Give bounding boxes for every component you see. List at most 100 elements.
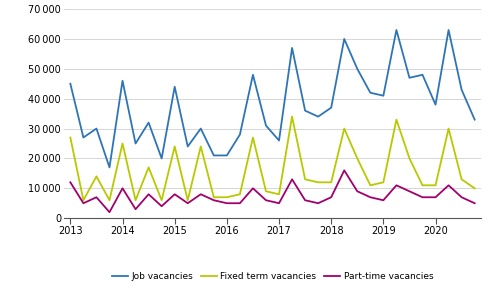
- Line: Fixed term vacancies: Fixed term vacancies: [70, 117, 475, 200]
- Fixed term vacancies: [276, 192, 282, 196]
- Job vacancies: [185, 145, 191, 148]
- Job vacancies: [433, 103, 438, 106]
- Part-time vacancies: [146, 192, 152, 196]
- Fixed term vacancies: [407, 157, 412, 160]
- Fixed term vacancies: [93, 175, 99, 178]
- Fixed term vacancies: [237, 192, 243, 196]
- Fixed term vacancies: [146, 165, 152, 169]
- Job vacancies: [328, 106, 334, 109]
- Part-time vacancies: [237, 201, 243, 205]
- Line: Part-time vacancies: Part-time vacancies: [70, 170, 475, 212]
- Job vacancies: [172, 85, 178, 88]
- Part-time vacancies: [276, 201, 282, 205]
- Fixed term vacancies: [367, 184, 373, 187]
- Job vacancies: [93, 127, 99, 130]
- Part-time vacancies: [407, 189, 412, 193]
- Part-time vacancies: [250, 186, 256, 190]
- Job vacancies: [198, 127, 204, 130]
- Fixed term vacancies: [459, 178, 464, 181]
- Fixed term vacancies: [81, 198, 86, 202]
- Fixed term vacancies: [185, 198, 191, 202]
- Fixed term vacancies: [289, 115, 295, 118]
- Part-time vacancies: [472, 201, 478, 205]
- Part-time vacancies: [107, 210, 112, 214]
- Part-time vacancies: [93, 195, 99, 199]
- Job vacancies: [393, 28, 399, 32]
- Fixed term vacancies: [315, 181, 321, 184]
- Job vacancies: [146, 121, 152, 125]
- Fixed term vacancies: [211, 195, 217, 199]
- Part-time vacancies: [224, 201, 230, 205]
- Job vacancies: [472, 118, 478, 122]
- Fixed term vacancies: [472, 186, 478, 190]
- Part-time vacancies: [381, 198, 386, 202]
- Part-time vacancies: [367, 195, 373, 199]
- Part-time vacancies: [263, 198, 269, 202]
- Fixed term vacancies: [302, 178, 308, 181]
- Part-time vacancies: [185, 201, 191, 205]
- Job vacancies: [302, 109, 308, 112]
- Job vacancies: [419, 73, 425, 77]
- Part-time vacancies: [315, 201, 321, 205]
- Fixed term vacancies: [263, 189, 269, 193]
- Part-time vacancies: [159, 205, 164, 208]
- Job vacancies: [407, 76, 412, 80]
- Part-time vacancies: [172, 192, 178, 196]
- Fixed term vacancies: [355, 157, 360, 160]
- Part-time vacancies: [341, 168, 347, 172]
- Part-time vacancies: [433, 195, 438, 199]
- Fixed term vacancies: [120, 142, 126, 145]
- Job vacancies: [224, 154, 230, 157]
- Job vacancies: [355, 67, 360, 71]
- Fixed term vacancies: [133, 198, 138, 202]
- Part-time vacancies: [393, 184, 399, 187]
- Fixed term vacancies: [446, 127, 452, 130]
- Part-time vacancies: [302, 198, 308, 202]
- Job vacancies: [211, 154, 217, 157]
- Part-time vacancies: [419, 195, 425, 199]
- Job vacancies: [237, 133, 243, 136]
- Fixed term vacancies: [172, 145, 178, 148]
- Job vacancies: [341, 37, 347, 41]
- Job vacancies: [67, 82, 73, 85]
- Job vacancies: [250, 73, 256, 77]
- Fixed term vacancies: [419, 184, 425, 187]
- Part-time vacancies: [446, 184, 452, 187]
- Job vacancies: [446, 28, 452, 32]
- Fixed term vacancies: [381, 181, 386, 184]
- Job vacancies: [263, 124, 269, 127]
- Part-time vacancies: [67, 181, 73, 184]
- Job vacancies: [459, 88, 464, 92]
- Part-time vacancies: [289, 178, 295, 181]
- Part-time vacancies: [355, 189, 360, 193]
- Part-time vacancies: [133, 207, 138, 211]
- Part-time vacancies: [120, 186, 126, 190]
- Job vacancies: [120, 79, 126, 83]
- Job vacancies: [367, 91, 373, 95]
- Fixed term vacancies: [393, 118, 399, 122]
- Part-time vacancies: [81, 201, 86, 205]
- Fixed term vacancies: [107, 198, 112, 202]
- Job vacancies: [381, 94, 386, 98]
- Part-time vacancies: [211, 198, 217, 202]
- Fixed term vacancies: [433, 184, 438, 187]
- Fixed term vacancies: [224, 195, 230, 199]
- Part-time vacancies: [328, 195, 334, 199]
- Job vacancies: [289, 46, 295, 50]
- Job vacancies: [159, 157, 164, 160]
- Job vacancies: [133, 142, 138, 145]
- Fixed term vacancies: [250, 136, 256, 139]
- Part-time vacancies: [198, 192, 204, 196]
- Job vacancies: [276, 139, 282, 142]
- Job vacancies: [315, 115, 321, 118]
- Fixed term vacancies: [198, 145, 204, 148]
- Fixed term vacancies: [341, 127, 347, 130]
- Job vacancies: [107, 165, 112, 169]
- Line: Job vacancies: Job vacancies: [70, 30, 475, 167]
- Job vacancies: [81, 136, 86, 139]
- Legend: Job vacancies, Fixed term vacancies, Part-time vacancies: Job vacancies, Fixed term vacancies, Par…: [108, 269, 437, 285]
- Fixed term vacancies: [67, 136, 73, 139]
- Fixed term vacancies: [328, 181, 334, 184]
- Part-time vacancies: [459, 195, 464, 199]
- Fixed term vacancies: [159, 198, 164, 202]
